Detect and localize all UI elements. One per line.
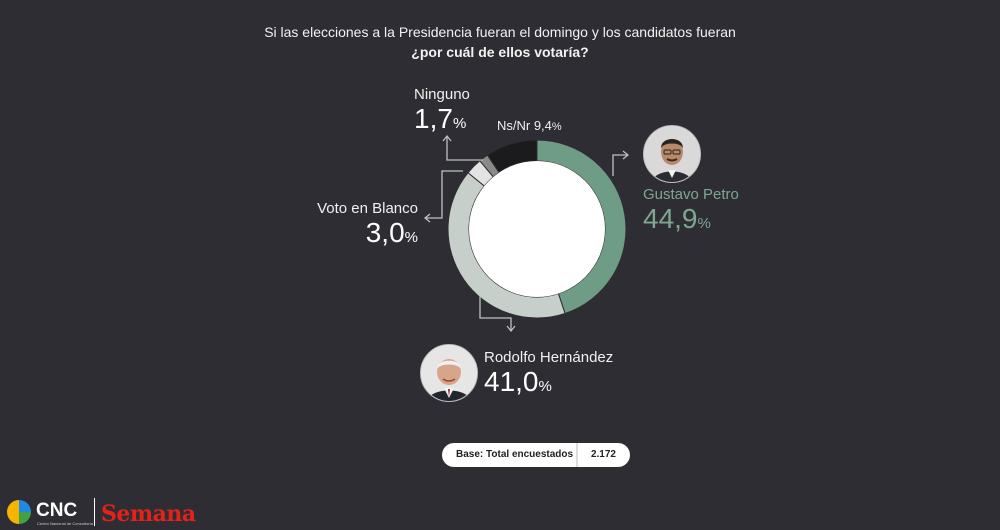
- nsnr-text: Ns/Nr 9,4: [497, 118, 552, 133]
- base-label: Base: Total encuestados: [456, 449, 574, 460]
- donut-center: [469, 161, 605, 297]
- petro-portrait-icon: [644, 126, 700, 182]
- ninguno-leader: [446, 137, 483, 161]
- blanco-value: 3,0%: [365, 217, 418, 248]
- label-hernandez: Rodolfo Hernández 41,0%: [484, 349, 613, 402]
- cnc-logo: CNC Centro Nacional de Consultoría: [6, 497, 96, 527]
- ninguno-name: Ninguno: [414, 86, 470, 103]
- hernandez-avatar: [420, 344, 478, 402]
- hernandez-arrow: [506, 325, 516, 333]
- ninguno-value: 1,7%: [414, 103, 467, 134]
- label-blanco: Voto en Blanco 3,0%: [310, 200, 418, 253]
- petro-name: Gustavo Petro: [643, 186, 739, 203]
- base-value: 2.172: [590, 449, 616, 460]
- label-ninguno: Ninguno 1,7%: [414, 86, 470, 139]
- petro-leader: [612, 154, 628, 176]
- label-petro: Gustavo Petro 44,9%: [643, 186, 739, 239]
- title-question: ¿por cuál de ellos votaría?: [411, 44, 589, 60]
- petro-arrow: [622, 150, 630, 160]
- nsnr-unit: %: [551, 121, 562, 133]
- semana-logo: Semana: [101, 501, 196, 527]
- base-pill: Base: Total encuestados 2.172: [442, 443, 630, 467]
- hernandez-name: Rodolfo Hernández: [484, 349, 614, 366]
- ninguno-arrow: [442, 134, 452, 142]
- hernandez-portrait-icon: [421, 345, 477, 401]
- blanco-leader: [426, 170, 463, 219]
- base-separator: [576, 443, 578, 467]
- hernandez-value: 41,0%: [484, 366, 552, 397]
- petro-value: 44,9%: [643, 203, 711, 234]
- cnc-logo-icon: [7, 500, 31, 524]
- blanco-name: Voto en Blanco: [317, 200, 418, 217]
- label-nsnr: Ns/Nr 9,4%: [497, 118, 562, 133]
- title-line-1: Si las elecciones a la Presidencia fuera…: [264, 24, 736, 40]
- cnc-logo-subtext: Centro Nacional de Consultoría: [37, 521, 93, 526]
- cnc-logo-text: CNC: [36, 500, 78, 521]
- logo-divider: [94, 498, 95, 526]
- hernandez-leader: [479, 296, 512, 330]
- petro-avatar: [643, 125, 701, 183]
- chart-title: Si las elecciones a la Presidencia fuera…: [0, 22, 1000, 62]
- blanco-arrow: [423, 213, 431, 223]
